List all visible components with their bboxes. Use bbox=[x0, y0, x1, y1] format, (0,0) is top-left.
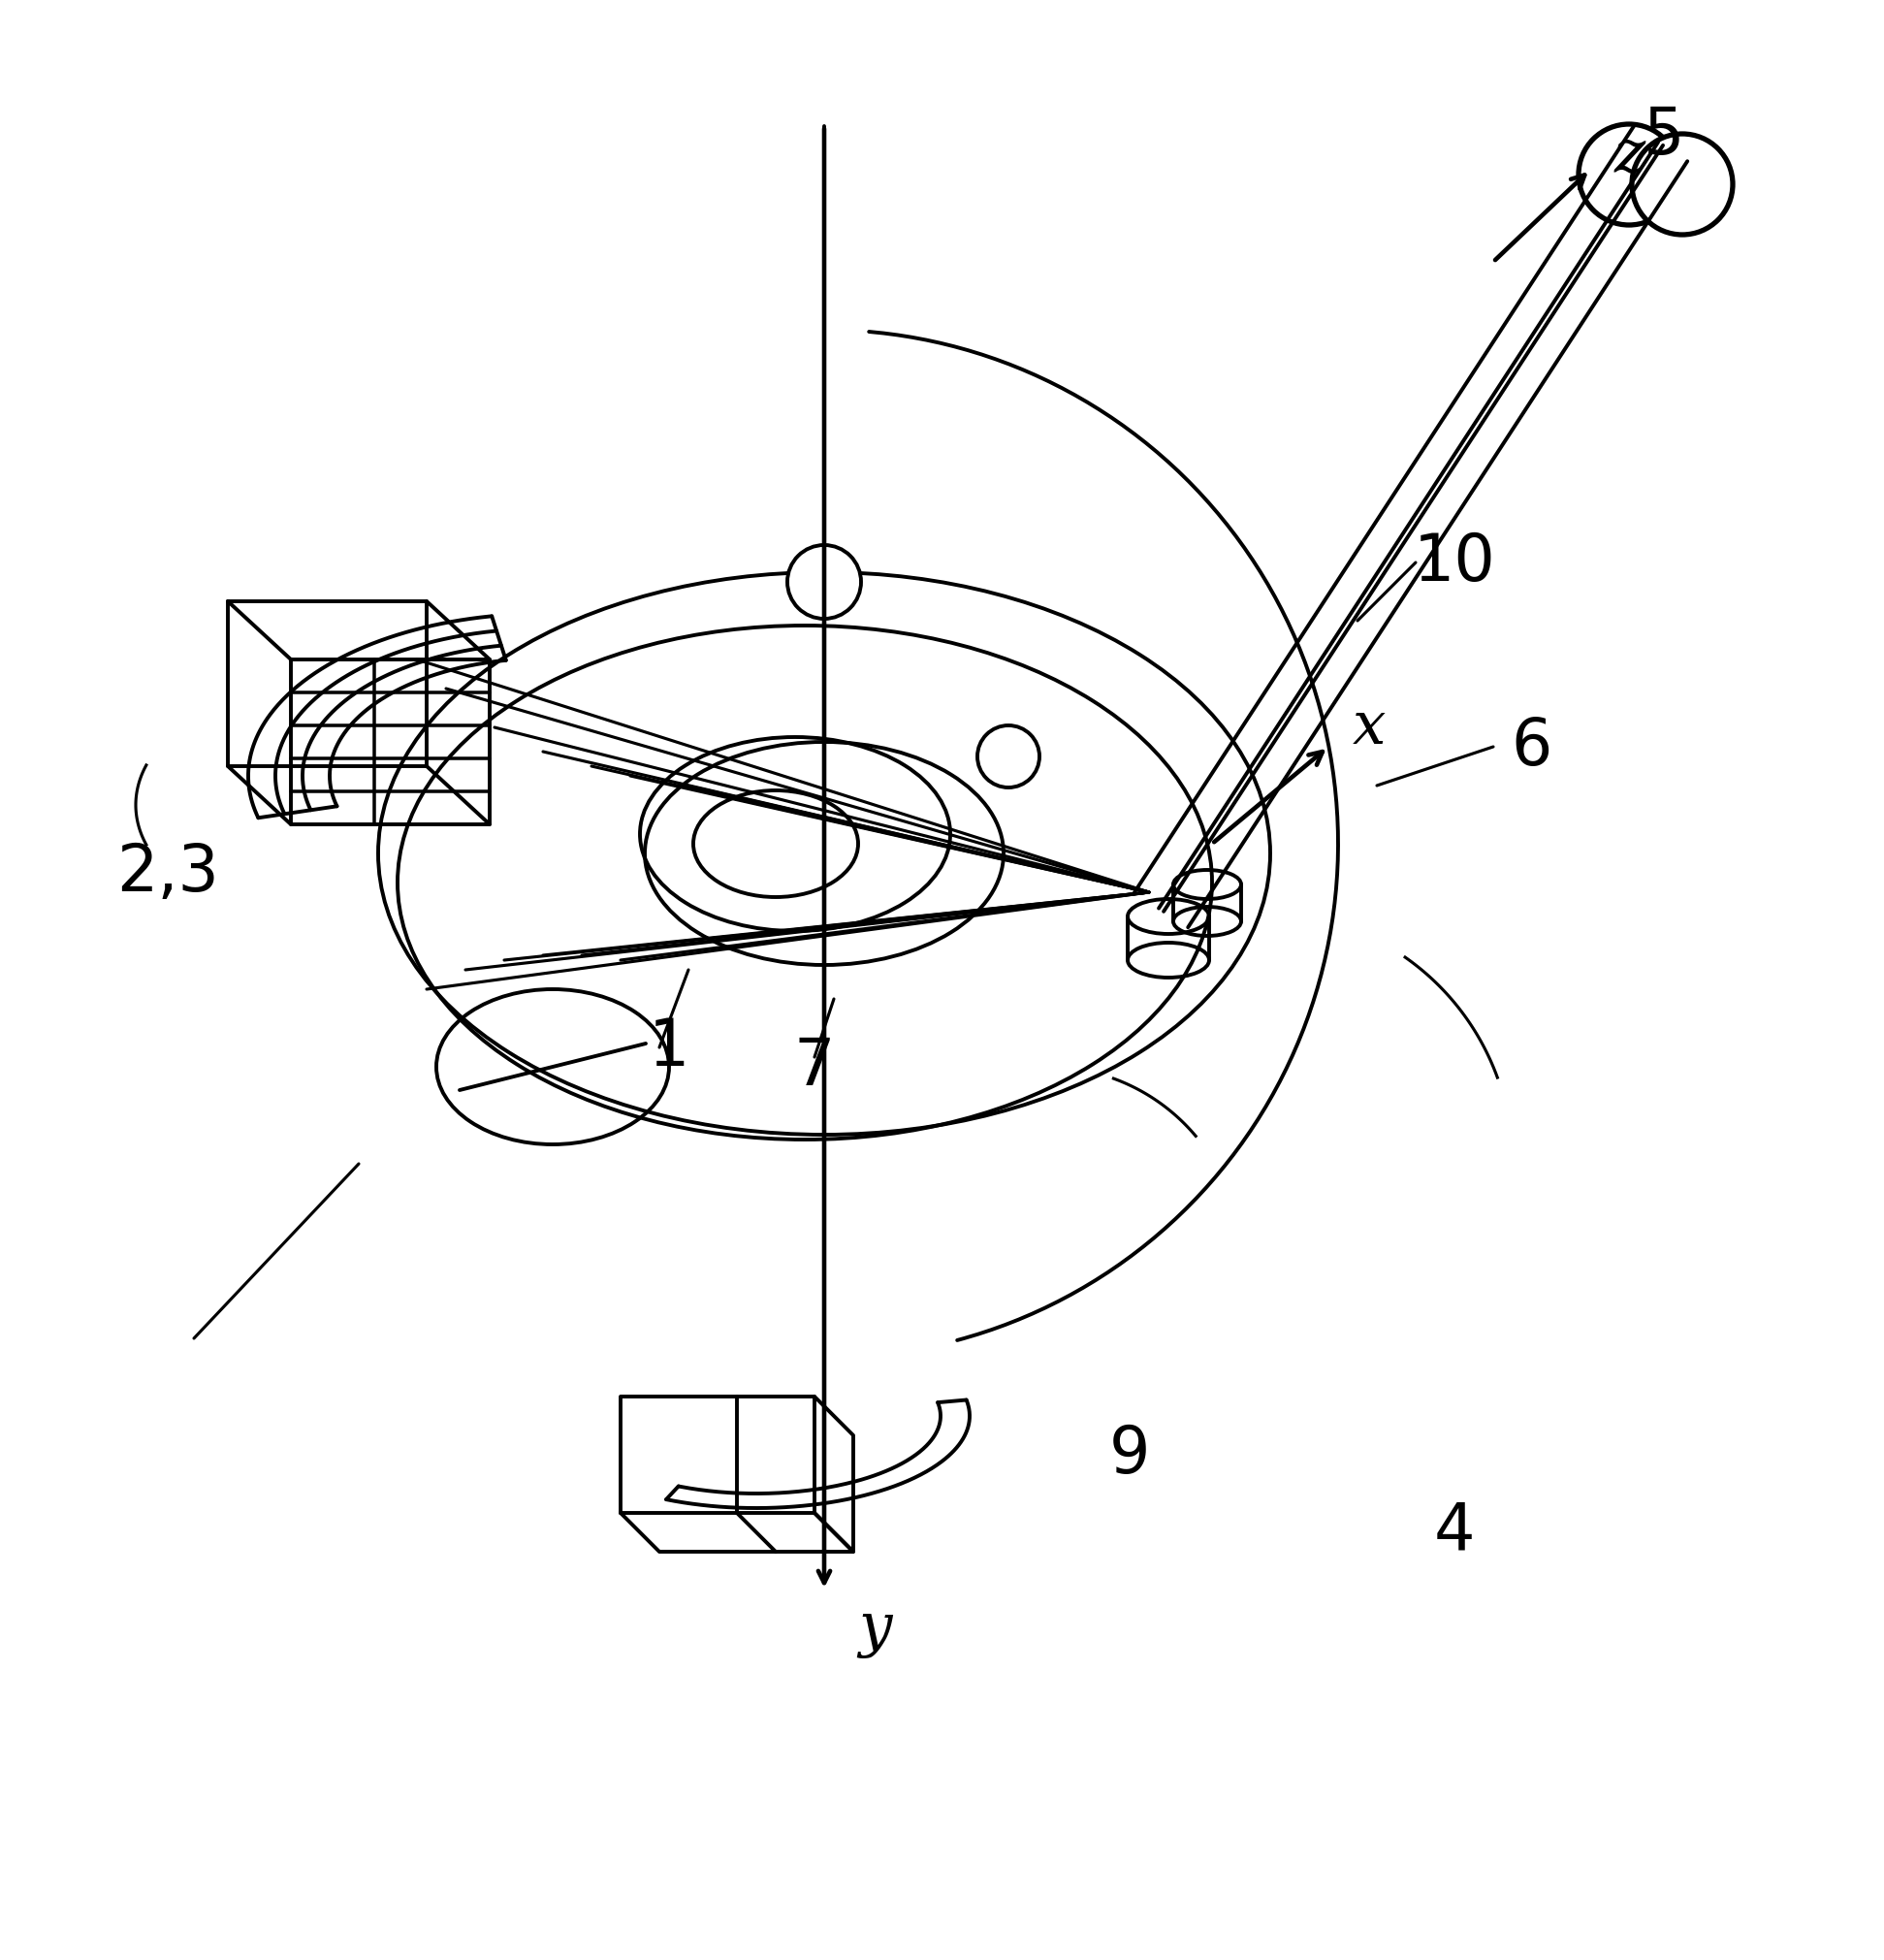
Text: 4: 4 bbox=[1434, 1499, 1475, 1564]
Text: 5: 5 bbox=[1643, 104, 1684, 169]
Text: 7: 7 bbox=[793, 1035, 835, 1100]
Text: 9: 9 bbox=[1110, 1423, 1149, 1488]
Ellipse shape bbox=[1579, 123, 1679, 225]
Text: 6: 6 bbox=[1511, 715, 1552, 778]
Text: x: x bbox=[1353, 698, 1387, 757]
Ellipse shape bbox=[788, 545, 861, 619]
Ellipse shape bbox=[1632, 133, 1733, 235]
Text: 10: 10 bbox=[1413, 531, 1496, 594]
Ellipse shape bbox=[978, 725, 1040, 788]
Text: y: y bbox=[857, 1599, 891, 1658]
Text: z: z bbox=[1615, 125, 1647, 184]
Text: 1: 1 bbox=[648, 1015, 690, 1080]
Text: 2,3: 2,3 bbox=[117, 841, 219, 906]
